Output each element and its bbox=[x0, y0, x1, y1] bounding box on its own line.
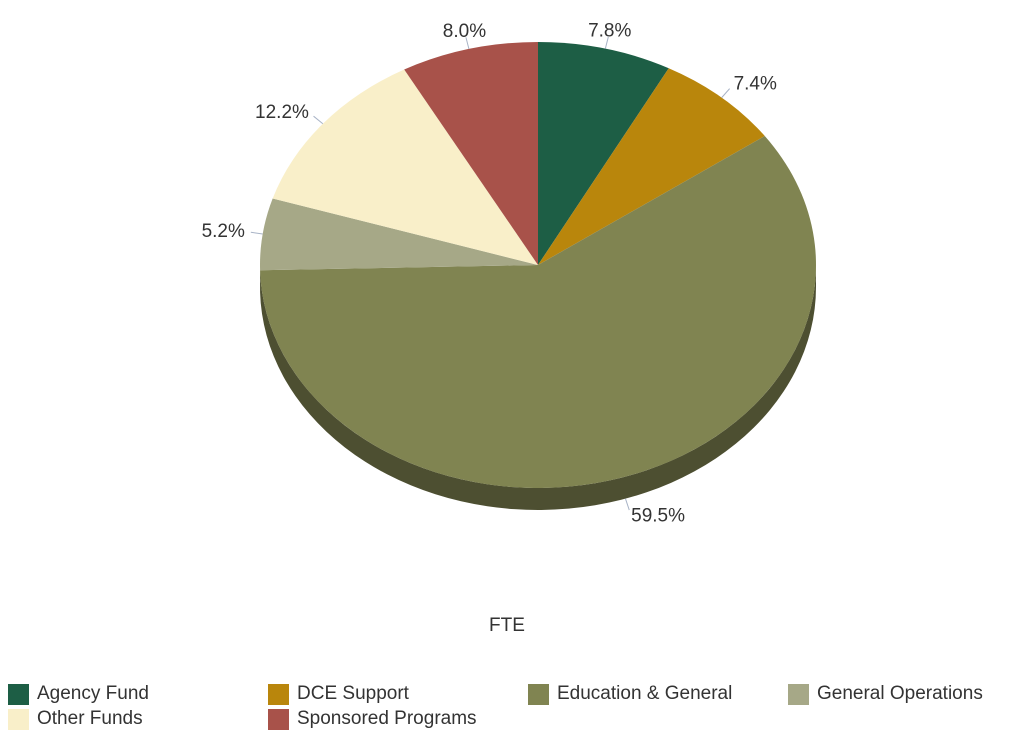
legend-swatch bbox=[8, 683, 29, 705]
legend-item-agency-fund[interactable]: Agency Fund bbox=[8, 683, 149, 705]
legend-swatch bbox=[268, 708, 289, 730]
legend-label: Sponsored Programs bbox=[297, 708, 477, 729]
legend-label: DCE Support bbox=[297, 683, 409, 704]
legend-item-education-general[interactable]: Education & General bbox=[528, 683, 732, 705]
pie-slice-other-funds[interactable] bbox=[272, 69, 538, 265]
leader-line-dce-support bbox=[721, 88, 730, 98]
legend-item-sponsored-programs[interactable]: Sponsored Programs bbox=[268, 708, 477, 730]
legend-label: Other Funds bbox=[37, 708, 143, 729]
legend-label: Agency Fund bbox=[37, 683, 149, 704]
slice-label-other-funds: 12.2% bbox=[255, 102, 309, 123]
pie-slice-sponsored-programs[interactable] bbox=[404, 42, 538, 265]
legend-swatch bbox=[268, 683, 289, 705]
legend-item-general-operations[interactable]: General Operations bbox=[788, 683, 983, 705]
leader-line-sponsored-programs bbox=[465, 37, 470, 50]
pie-slice-dce-support[interactable] bbox=[538, 68, 765, 265]
pie-slice-general-operations[interactable] bbox=[259, 198, 538, 271]
pie-slice-education-general[interactable] bbox=[260, 136, 816, 489]
legend-label: Education & General bbox=[557, 683, 733, 704]
pie-depth bbox=[260, 265, 816, 511]
slice-label-agency-fund: 7.8% bbox=[588, 21, 631, 42]
pie-chart: 7.8% 7.4% 59.5% 5.2% 12.2% 8.0% bbox=[202, 21, 816, 527]
legend-swatch bbox=[8, 708, 29, 730]
slice-labels: 7.8% 7.4% 59.5% 5.2% 12.2% 8.0% bbox=[202, 21, 777, 527]
leader-line-other-funds bbox=[313, 115, 324, 125]
legend-swatch bbox=[528, 683, 549, 705]
chart-legend: Agency Fund DCE Support Education & Gene… bbox=[8, 683, 1014, 731]
slice-label-education-general: 59.5% bbox=[631, 505, 685, 526]
legend-swatch bbox=[788, 683, 809, 705]
pie-slices bbox=[259, 42, 816, 489]
leader-line-education-general bbox=[625, 498, 630, 511]
legend-item-other-funds[interactable]: Other Funds bbox=[8, 708, 143, 730]
pie-slice-agency-fund[interactable] bbox=[538, 42, 669, 265]
slice-label-general-operations: 5.2% bbox=[202, 221, 245, 242]
slice-label-dce-support: 7.4% bbox=[734, 74, 777, 95]
leader-line-agency-fund bbox=[604, 36, 609, 49]
legend-item-dce-support[interactable]: DCE Support bbox=[268, 683, 409, 705]
slice-label-sponsored-programs: 8.0% bbox=[443, 21, 486, 42]
chart-x-axis-label: FTE bbox=[489, 615, 525, 636]
leader-line-general-operations bbox=[250, 231, 263, 235]
legend-label: General Operations bbox=[817, 683, 983, 704]
